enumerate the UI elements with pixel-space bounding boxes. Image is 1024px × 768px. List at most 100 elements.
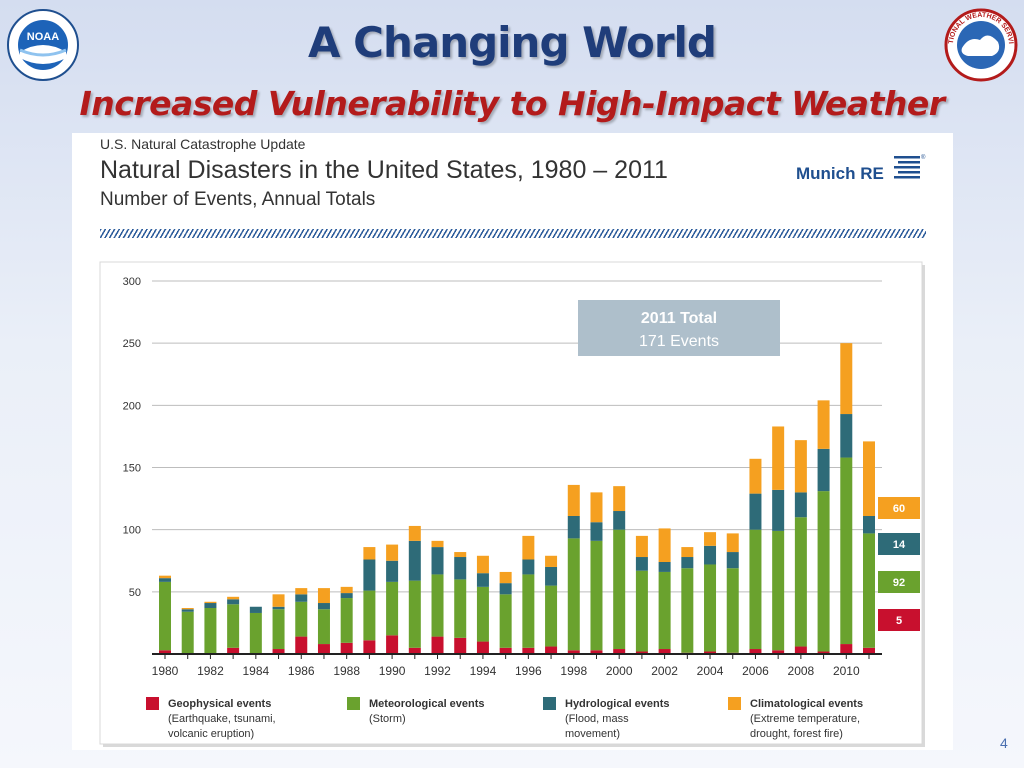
bar-segment bbox=[181, 609, 194, 612]
legend-swatch bbox=[347, 697, 360, 710]
bar-segment bbox=[181, 607, 194, 610]
legend-swatch bbox=[728, 697, 741, 710]
value-label-text: 5 bbox=[896, 615, 902, 627]
bar-segment bbox=[295, 601, 308, 637]
legend-label: Climatological events bbox=[750, 698, 863, 710]
page-number: 4 bbox=[1000, 735, 1008, 751]
legend-sublabel: (Earthquake, tsunami, bbox=[168, 713, 276, 725]
value-label-text: 92 bbox=[893, 577, 905, 589]
bar-segment bbox=[295, 594, 308, 602]
bar-segment bbox=[817, 651, 830, 654]
bar-segment bbox=[863, 441, 875, 516]
bar-segment bbox=[567, 538, 580, 651]
annotation-box bbox=[578, 300, 780, 356]
bar-segment bbox=[386, 560, 399, 582]
svg-text:NOAA: NOAA bbox=[27, 31, 59, 43]
bar-segment bbox=[272, 606, 285, 610]
bar-segment bbox=[726, 568, 739, 653]
bar-segment bbox=[159, 578, 171, 582]
munich-re-logo-icon: ® bbox=[894, 154, 926, 179]
bar-segment bbox=[340, 593, 353, 599]
bar-segment bbox=[840, 343, 853, 415]
bar-segment bbox=[454, 552, 467, 558]
slide-title: A Changing World bbox=[308, 18, 717, 67]
bar-segment bbox=[363, 547, 376, 560]
x-tick-label: 2000 bbox=[606, 664, 633, 678]
bar-segment bbox=[159, 581, 171, 651]
bar-segment bbox=[749, 649, 762, 654]
bar-segment bbox=[863, 533, 875, 648]
y-tick-label: 300 bbox=[123, 276, 141, 288]
x-tick-label: 2002 bbox=[651, 664, 678, 678]
bar-segment bbox=[340, 642, 353, 654]
x-tick-label: 2006 bbox=[742, 664, 769, 678]
legend-sublabel: volcanic eruption) bbox=[168, 728, 254, 740]
bar-segment bbox=[726, 552, 739, 569]
bar-segment bbox=[635, 535, 648, 558]
value-label-box bbox=[878, 497, 920, 519]
bar-segment bbox=[159, 575, 171, 579]
x-tick-label: 1990 bbox=[379, 664, 406, 678]
bar-segment bbox=[295, 588, 308, 595]
slide-subtitle: Increased Vulnerability to High-Impact W… bbox=[79, 84, 945, 123]
x-tick-label: 1984 bbox=[242, 664, 269, 678]
bar-segment bbox=[499, 594, 512, 648]
bar-segment bbox=[227, 647, 240, 654]
x-tick-label: 1986 bbox=[288, 664, 315, 678]
bar-segment bbox=[227, 599, 240, 605]
bar-segment bbox=[363, 559, 376, 591]
svg-text:®: ® bbox=[921, 154, 926, 161]
bar-segment bbox=[658, 528, 671, 562]
y-tick-label: 50 bbox=[129, 587, 141, 599]
header-divider bbox=[100, 229, 926, 238]
bar-segment bbox=[386, 635, 399, 654]
x-tick-label: 1996 bbox=[515, 664, 542, 678]
bar-segment bbox=[454, 637, 467, 654]
bar-segment bbox=[749, 493, 762, 530]
bar-segment bbox=[658, 649, 671, 654]
bar-segment bbox=[681, 568, 694, 653]
bar-segment bbox=[204, 603, 217, 608]
bar-segment bbox=[613, 529, 626, 650]
value-label-box bbox=[878, 609, 920, 631]
bar-segment bbox=[817, 400, 830, 449]
bar-segment bbox=[522, 574, 535, 648]
bar-segment bbox=[704, 564, 717, 652]
bar-segment bbox=[317, 588, 330, 604]
legend-label: Meteorological events bbox=[369, 698, 485, 710]
bar-segment bbox=[567, 484, 580, 516]
bar-segment bbox=[295, 636, 308, 654]
bar-segment bbox=[522, 535, 535, 560]
bar-segment bbox=[726, 533, 739, 553]
bar-segment bbox=[408, 540, 421, 581]
bar-segment bbox=[635, 557, 648, 571]
bar-segment bbox=[863, 515, 875, 534]
bar-segment bbox=[704, 651, 717, 654]
legend-label: Geophysical events bbox=[168, 698, 271, 710]
bar-segment bbox=[408, 525, 421, 541]
bar-segment bbox=[772, 489, 785, 531]
x-tick-label: 2008 bbox=[788, 664, 815, 678]
bar-segment bbox=[499, 647, 512, 654]
chart-kicker: U.S. Natural Catastrophe Update bbox=[100, 136, 306, 152]
bar-segment bbox=[817, 491, 830, 652]
bar-segment bbox=[704, 532, 717, 546]
bar-segment bbox=[159, 650, 171, 654]
y-tick-label: 100 bbox=[123, 525, 141, 537]
bar-segment bbox=[863, 647, 875, 654]
bar-segment bbox=[613, 486, 626, 512]
bar-segment bbox=[590, 492, 603, 523]
chart-frame bbox=[99, 261, 923, 745]
bar-segment bbox=[772, 426, 785, 490]
bar-segment bbox=[522, 559, 535, 575]
x-tick-label: 2010 bbox=[833, 664, 860, 678]
bar-segment bbox=[613, 649, 626, 654]
x-tick-label: 1980 bbox=[152, 664, 179, 678]
bar-segment bbox=[681, 547, 694, 558]
bar-segment bbox=[794, 492, 807, 518]
bar-segment bbox=[590, 522, 603, 541]
bar-segment bbox=[590, 540, 603, 651]
value-label-text: 60 bbox=[893, 503, 905, 515]
y-tick-label: 250 bbox=[123, 338, 141, 350]
legend-sublabel: (Flood, mass bbox=[565, 713, 629, 725]
